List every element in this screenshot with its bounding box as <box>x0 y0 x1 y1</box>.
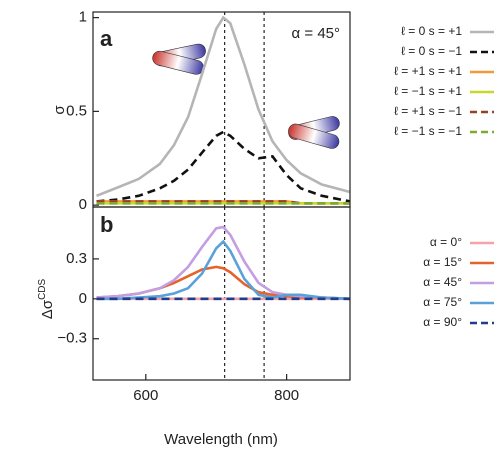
y-axis-label: ΔσCDS <box>37 278 56 319</box>
y-tick-label: 0 <box>79 290 87 307</box>
legend-label: α = 75° <box>423 295 462 309</box>
data-line <box>96 239 351 301</box>
y-tick-label: 0 <box>79 196 87 213</box>
y-tick-label: 1 <box>79 9 87 26</box>
molecule-icon <box>152 43 206 75</box>
legend-label: α = 15° <box>423 255 462 269</box>
y-axis-label: σ <box>51 105 68 115</box>
legend-label: ℓ = 0 s = +1 <box>401 24 462 38</box>
x-tick-label: 600 <box>133 387 158 404</box>
legend-label: α = 0° <box>430 235 462 249</box>
molecule-icon <box>288 116 340 149</box>
data-line <box>96 130 351 203</box>
legend-label: ℓ = +1 s = +1 <box>394 64 462 78</box>
y-tick-label: 0.5 <box>66 102 87 119</box>
y-axis-label-sup: CDS <box>37 278 48 299</box>
legend-label: α = 45° <box>423 275 462 289</box>
legend-label: ℓ = −1 s = −1 <box>394 124 462 138</box>
plot-frame <box>92 206 351 381</box>
legend-label: ℓ = +1 s = −1 <box>394 104 462 118</box>
panel-label: a <box>100 26 113 51</box>
y-tick-label: −0.3 <box>57 330 87 347</box>
legend-label: ℓ = 0 s = −1 <box>401 44 462 58</box>
data-line <box>96 15 351 198</box>
legend-label: α = 90° <box>423 315 462 329</box>
legend-label: ℓ = −1 s = +1 <box>394 84 462 98</box>
y-axis-label-main: Δσ <box>39 299 56 319</box>
x-tick-label: 800 <box>274 387 299 404</box>
data-line <box>96 225 351 301</box>
x-axis-label: Wavelength (nm) <box>164 431 278 448</box>
y-tick-label: 0.3 <box>66 250 87 267</box>
annotation: α = 45° <box>292 25 340 42</box>
panel-label: b <box>100 212 113 237</box>
data-line <box>96 200 350 205</box>
